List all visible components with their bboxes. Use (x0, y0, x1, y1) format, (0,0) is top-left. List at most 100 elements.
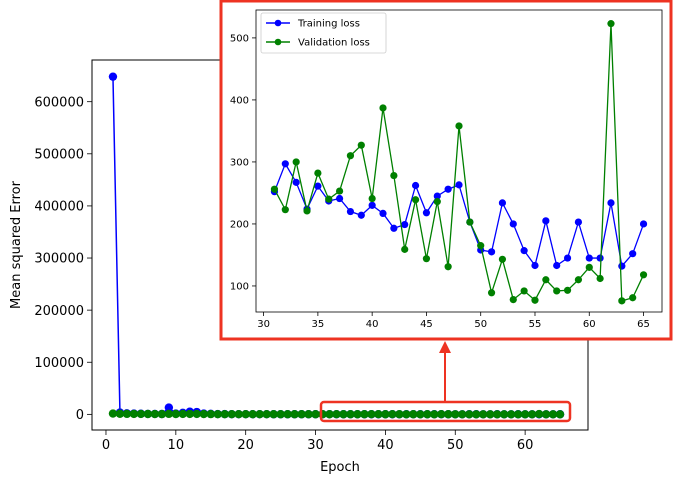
inset-series-group (270, 20, 648, 305)
inset-data-point (346, 207, 355, 216)
inset-data-point (455, 122, 463, 130)
legend-marker-validation (274, 38, 282, 46)
main-data-point (325, 410, 334, 419)
inset-data-point (346, 152, 355, 160)
inset-data-point (487, 289, 496, 297)
main-data-point (360, 410, 369, 419)
inset-data-point (357, 141, 365, 149)
main-data-point (255, 410, 264, 419)
main-x-tick-label: 60 (517, 438, 534, 453)
main-data-point (506, 410, 516, 419)
inset-data-point (563, 254, 572, 262)
inset-y-tick-label: 400 (230, 96, 249, 107)
main-data-point (346, 410, 355, 419)
inset-legend: Training loss Validation loss (260, 12, 387, 54)
main-data-point (157, 409, 167, 419)
inset-data-point (531, 261, 539, 270)
inset-data-point (411, 181, 420, 190)
main-data-point (234, 409, 243, 419)
main-data-point (108, 409, 118, 418)
inset-data-point (401, 220, 409, 229)
main-data-point (206, 409, 215, 419)
inset-data-point (596, 274, 604, 283)
inset-x-tick-label: 65 (637, 319, 650, 330)
main-data-point (353, 410, 362, 419)
inset-data-point (585, 263, 593, 271)
inset-data-point (542, 276, 550, 284)
main-x-tick-label: 10 (168, 438, 185, 453)
inset-data-point (335, 187, 344, 195)
main-data-point (171, 409, 181, 419)
main-data-point (150, 409, 160, 419)
main-data-point (437, 409, 446, 419)
inset-data-point (477, 242, 485, 250)
main-data-point (164, 409, 174, 419)
inset-x-tick-label: 60 (583, 319, 596, 330)
main-x-ticks: 0 10 20 30 40 50 60 (102, 430, 534, 453)
inset-x-tick-label: 55 (529, 319, 542, 330)
legend-label-validation: Validation loss (298, 38, 370, 49)
inset-chart: 30 35 40 45 50 55 60 65 100 200 300 400 500 Trainin… (219, 0, 673, 341)
main-data-point (241, 409, 250, 419)
main-x-axis-label: Epoch (320, 460, 360, 475)
main-data-point (248, 410, 257, 419)
main-data-point (199, 409, 208, 419)
main-data-point (374, 410, 383, 419)
inset-data-point (401, 245, 409, 253)
main-data-point (227, 409, 236, 419)
main-data-point (527, 410, 537, 419)
main-y-tick-label: 600000 (34, 95, 84, 110)
main-data-point (269, 410, 278, 419)
main-data-point (416, 410, 425, 419)
main-data-point (108, 72, 118, 81)
inset-data-point (444, 263, 452, 271)
inset-data-point (314, 182, 322, 190)
main-data-point (409, 410, 418, 419)
inset-data-point (509, 220, 517, 228)
main-x-tick-label: 30 (307, 438, 324, 453)
inset-x-tick-label: 50 (474, 319, 487, 330)
main-y-tick-label: 500000 (34, 147, 84, 162)
main-y-tick-label: 200000 (34, 304, 84, 319)
main-data-point (136, 409, 146, 419)
main-data-point (430, 410, 439, 419)
main-data-point (367, 410, 376, 419)
inset-x-tick-label: 45 (420, 319, 433, 330)
main-data-point (185, 409, 194, 419)
legend-frame (260, 12, 387, 54)
inset-data-point (596, 254, 604, 262)
inset-y-tick-label: 500 (230, 34, 249, 45)
main-data-point (444, 410, 453, 419)
inset-data-point (325, 195, 333, 203)
main-data-point (115, 409, 125, 418)
main-data-point (164, 403, 174, 412)
main-data-point (381, 410, 390, 419)
inset-data-point (607, 199, 615, 207)
inset-data-point (563, 286, 572, 294)
inset-data-point (509, 296, 517, 304)
main-data-point (513, 410, 523, 419)
inset-y-tick-label: 300 (230, 158, 249, 169)
inset-data-point (553, 287, 561, 295)
inset-data-point (498, 199, 507, 207)
main-y-ticks: 0 100000 200000 300000 400000 500000 600000 (34, 95, 92, 423)
main-data-point (548, 410, 558, 419)
main-data-point (276, 410, 285, 419)
inset-data-point (607, 20, 615, 28)
inset-data-point (520, 247, 528, 255)
inset-data-point (487, 248, 496, 256)
inset-data-point (498, 255, 507, 263)
inset-data-point (368, 201, 376, 209)
inset-data-point (542, 217, 550, 225)
inset-data-point (574, 276, 583, 284)
inset-data-point (411, 196, 420, 204)
main-data-point (423, 410, 432, 419)
main-data-point (283, 410, 292, 419)
main-data-point (297, 410, 306, 419)
inset-x-tick-label: 35 (312, 319, 325, 330)
legend-label-training: Training loss (297, 19, 360, 30)
inset-x-tick-label: 30 (257, 319, 270, 330)
inset-data-point (281, 160, 289, 168)
legend-marker-training (274, 19, 282, 27)
